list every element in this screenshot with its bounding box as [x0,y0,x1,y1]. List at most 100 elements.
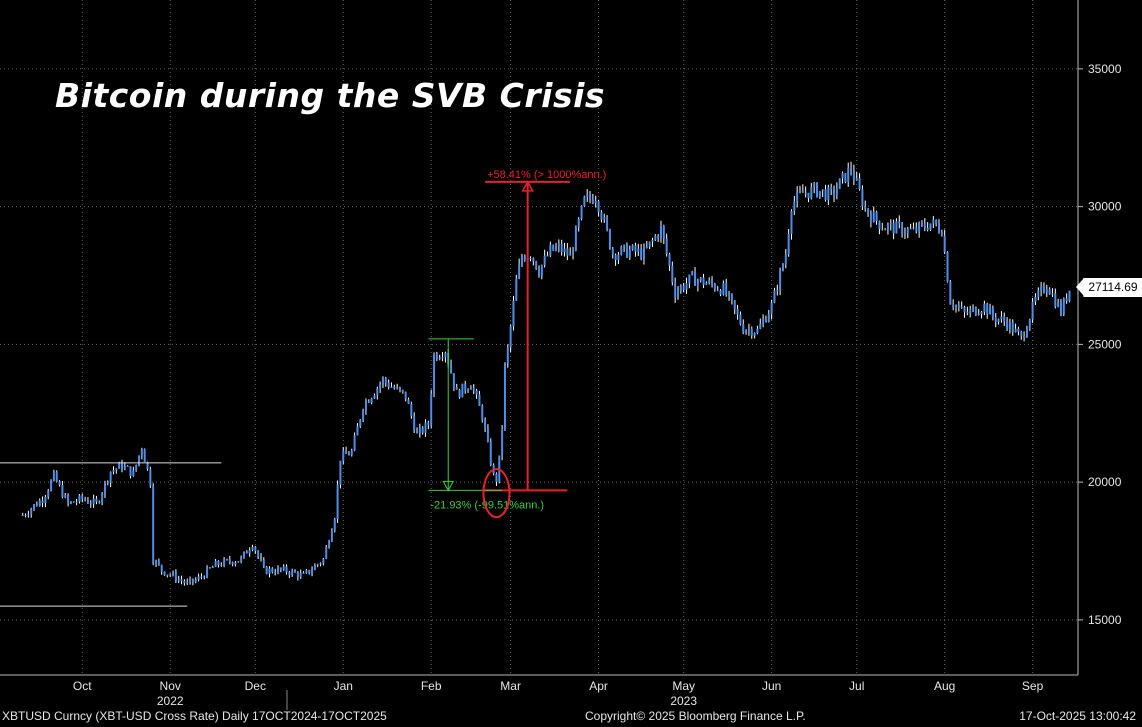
candle-body [657,235,660,238]
candle-body [884,229,887,231]
candle-body [33,504,36,509]
low-highlight-circle [482,468,511,519]
x-tick-label: Aug [934,679,955,693]
candle-body [257,550,260,557]
candle-body [296,572,299,578]
candle-body [1054,293,1057,307]
candle-body [742,324,745,333]
candle-body [41,500,44,504]
candle-body [452,373,455,388]
y-tick-label: 25000 [1088,337,1122,351]
candle-body [251,546,254,551]
candle-body [64,494,67,498]
candle-body [245,551,248,554]
candle-body [696,280,699,286]
candle-body [776,290,779,292]
candle-body [203,576,206,578]
candle-body [50,480,53,491]
candle-body [628,249,631,258]
candle-body [506,347,509,364]
candle-body [206,567,209,578]
candle-body [898,221,901,224]
candle-body [889,222,892,225]
candle-body [384,378,387,383]
year-label: 2023 [670,694,697,708]
candle-body [410,403,413,417]
down-range-label: -21.93% (-99.51%ann.) [430,499,544,511]
x-tick-label: Apr [589,679,608,693]
candle-body [464,383,467,391]
candle-body [986,303,989,315]
candle-body [1048,289,1051,295]
candle-body [929,223,932,230]
candle-body [302,572,305,574]
up-arrow-head [521,180,534,192]
candle-body [591,198,594,204]
candle-body [467,389,470,391]
candle-body [798,190,801,192]
candle-body [427,422,430,426]
candle-body [478,394,481,406]
candle-body [966,312,969,314]
candle-body [118,462,121,469]
candle-body [322,558,325,564]
candle-body [546,255,549,257]
candle-body [736,309,739,315]
candle-body [291,570,294,576]
candle-body [835,188,838,196]
candle-body [827,187,830,201]
candle-body [918,222,921,232]
candle-body [214,560,217,567]
candle-body [155,560,158,564]
candle-body [143,449,146,463]
candle-body [759,323,762,329]
candle-body [773,290,776,303]
candle-body [957,305,960,308]
candle-body [833,189,836,196]
candle-body [461,383,464,398]
candle-body [654,235,657,240]
candle-body [940,231,943,236]
candle-body [401,389,404,392]
candle-body [1034,297,1037,302]
candle-body [481,405,484,421]
candle-body [211,566,214,568]
candle-body [648,241,651,247]
candle-body [1006,321,1009,329]
candle-body [140,449,143,456]
candle-body [909,228,912,230]
x-tick-label: May [672,679,695,693]
candle-body [120,462,123,470]
candle-body [991,307,994,318]
candle-body [194,579,197,582]
candle-body [583,196,586,206]
price-series [21,161,1071,586]
candle-body [237,561,240,563]
candle-body [279,567,282,570]
candle-body [1065,298,1068,302]
candle-body [316,564,319,566]
candle-body [381,378,384,385]
candle-body [240,557,243,562]
candle-body [515,278,518,301]
candle-body [44,496,47,504]
candle-body [364,401,367,411]
candle-body [745,330,748,333]
candle-body [520,256,523,265]
candle-body [458,389,461,398]
candle-body [376,388,379,396]
candle-body [495,473,498,482]
candle-body [821,189,824,192]
candle-body [1014,328,1017,333]
candle-body [640,248,643,259]
candle-body [600,212,603,220]
candle-body [674,282,677,298]
candle-body [336,484,339,520]
candle-body [469,387,472,390]
candle-body [532,258,535,262]
candle-body [574,227,577,251]
candle-body [84,498,87,501]
chart-title: Bitcoin during the SVB Crisis [55,76,606,115]
candle-body [711,280,714,285]
candle-body [191,578,194,582]
